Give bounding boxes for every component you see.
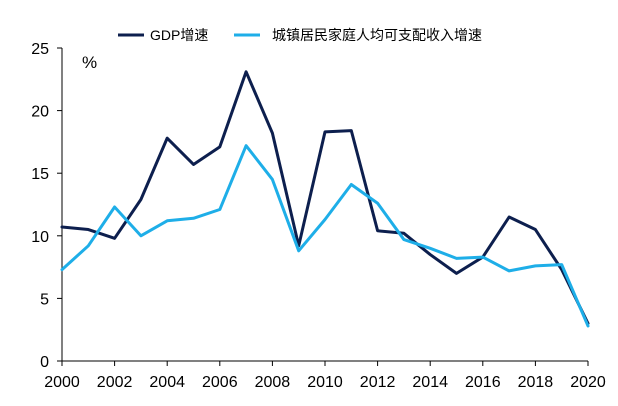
legend-item-1: GDP增速 [118, 27, 208, 43]
legend-label: 城镇居民家庭人均可支配收入增速 [272, 27, 482, 43]
series-line-1 [62, 72, 588, 324]
legend-item-2: 城镇居民家庭人均可支配收入增速 [234, 27, 482, 43]
x-tick-label: 2000 [44, 374, 80, 391]
x-tick-label: 2016 [465, 374, 501, 391]
legend: GDP增速 城镇居民家庭人均可支配收入增速 [118, 27, 482, 43]
y-tick-label: 0 [40, 354, 49, 371]
x-tick-label: 2006 [202, 374, 238, 391]
x-tick-label: 2010 [307, 374, 343, 391]
axes: 0 5 10 15 20 25 2000 2002 2004 2006 2008 2010 2012 20… [31, 41, 606, 391]
y-tick-label: 5 [40, 291, 49, 308]
x-tick-label: 2004 [149, 374, 185, 391]
y-tick-label: 20 [31, 104, 49, 121]
legend-label: GDP增速 [150, 27, 208, 43]
y-tick-label: 15 [31, 166, 49, 183]
x-tick-label: 2014 [412, 374, 448, 391]
x-tick-label: 2002 [97, 374, 133, 391]
x-tick-label: 2008 [255, 374, 291, 391]
x-tick-label: 2018 [518, 374, 554, 391]
y-tick-label: 10 [31, 229, 49, 246]
x-tick-label: 2012 [360, 374, 396, 391]
series-group [62, 72, 588, 326]
x-tick-label: 2020 [570, 374, 606, 391]
y-tick-label: 25 [31, 41, 49, 58]
y-unit-label: % [82, 53, 97, 72]
